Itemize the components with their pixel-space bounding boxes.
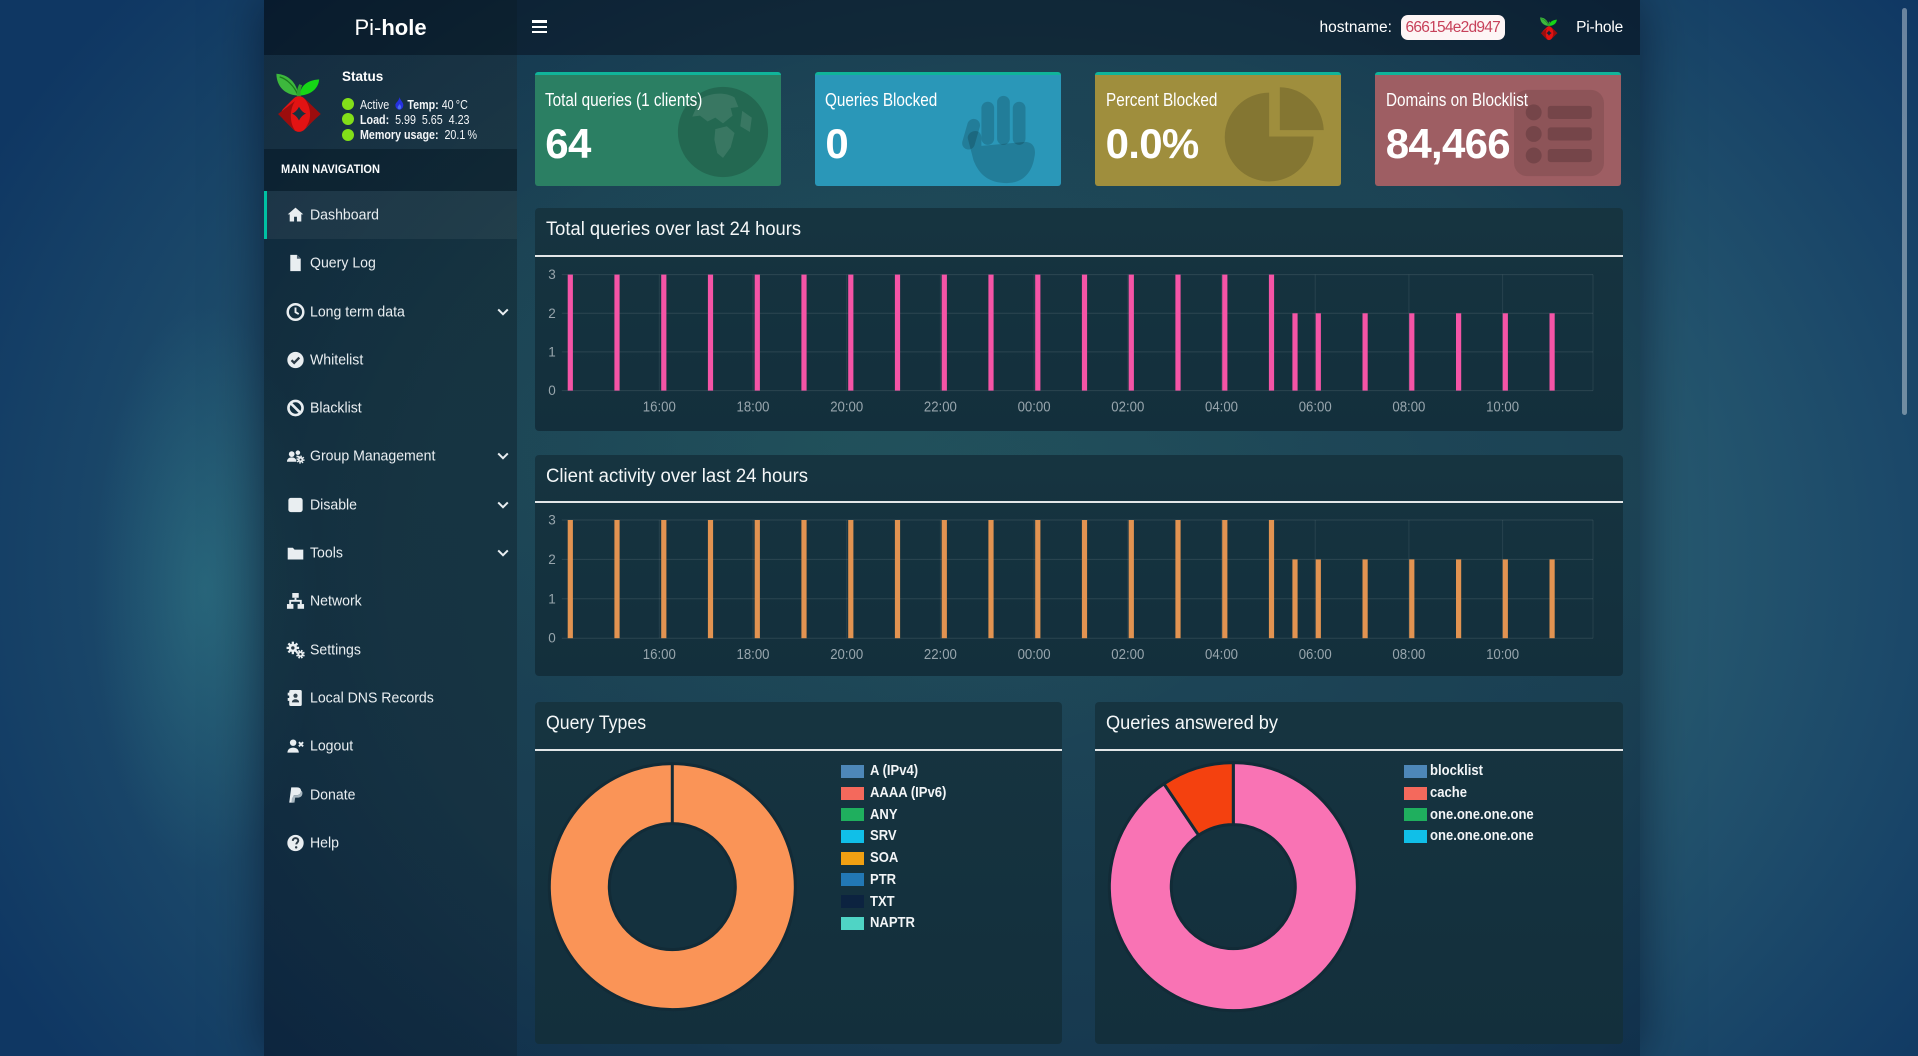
svg-text:3: 3	[548, 267, 556, 282]
svg-text:08:00: 08:00	[1392, 647, 1425, 663]
svg-text:04:00: 04:00	[1205, 400, 1238, 416]
svg-text:3: 3	[548, 512, 556, 527]
svg-text:06:00: 06:00	[1298, 647, 1331, 663]
svg-text:20:00: 20:00	[830, 647, 863, 663]
svg-text:0: 0	[548, 383, 556, 398]
svg-text:22:00: 22:00	[924, 647, 957, 663]
svg-text:1: 1	[548, 345, 556, 360]
svg-text:02:00: 02:00	[1111, 400, 1144, 416]
svg-text:20:00: 20:00	[830, 400, 863, 416]
svg-text:2: 2	[548, 306, 556, 321]
svg-text:06:00: 06:00	[1298, 400, 1331, 416]
svg-text:04:00: 04:00	[1205, 647, 1238, 663]
svg-text:18:00: 18:00	[736, 647, 769, 663]
svg-text:1: 1	[548, 591, 556, 606]
svg-text:22:00: 22:00	[924, 400, 957, 416]
svg-text:10:00: 10:00	[1486, 647, 1519, 663]
svg-text:02:00: 02:00	[1111, 647, 1144, 663]
svg-text:16:00: 16:00	[642, 400, 675, 416]
svg-text:10:00: 10:00	[1486, 400, 1519, 416]
svg-text:08:00: 08:00	[1392, 400, 1425, 416]
svg-text:00:00: 00:00	[1017, 647, 1050, 663]
svg-text:2: 2	[548, 552, 556, 567]
svg-text:0: 0	[548, 630, 556, 645]
svg-text:16:00: 16:00	[642, 647, 675, 663]
svg-text:00:00: 00:00	[1017, 400, 1050, 416]
svg-text:18:00: 18:00	[736, 400, 769, 416]
